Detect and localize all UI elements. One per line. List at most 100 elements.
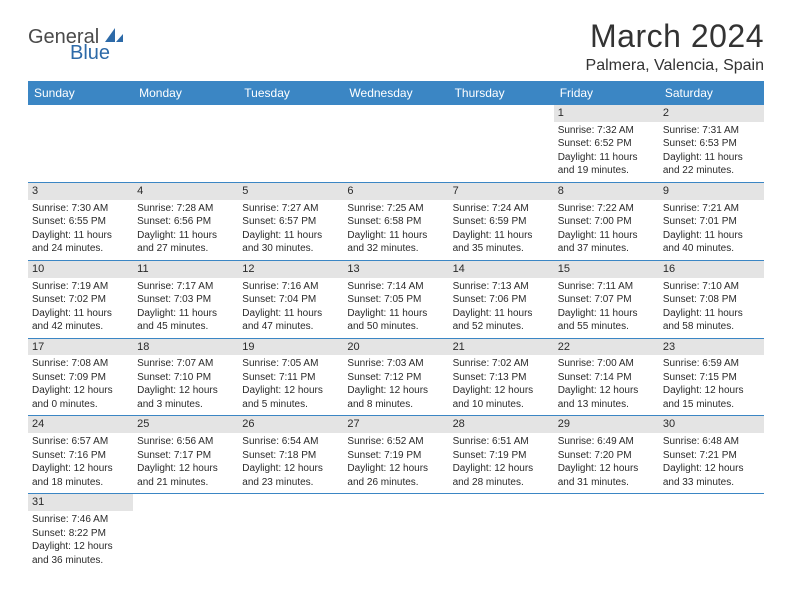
daylight-text: Daylight: 11 hours — [663, 307, 760, 321]
calendar-day-cell: 12Sunrise: 7:16 AMSunset: 7:04 PMDayligh… — [238, 260, 343, 338]
daylight-text: Daylight: 11 hours — [32, 307, 129, 321]
day-number: 22 — [554, 339, 659, 356]
daylight-text: and 22 minutes. — [663, 164, 760, 178]
calendar-empty-cell — [133, 494, 238, 571]
day-number: 26 — [238, 416, 343, 433]
daylight-text: and 33 minutes. — [663, 476, 760, 490]
day-number: 12 — [238, 261, 343, 278]
daylight-text: Daylight: 12 hours — [453, 462, 550, 476]
day-number: 1 — [554, 105, 659, 122]
calendar-day-cell: 30Sunrise: 6:48 AMSunset: 7:21 PMDayligh… — [659, 416, 764, 494]
sunset-text: Sunset: 8:22 PM — [32, 527, 129, 541]
sunrise-text: Sunrise: 7:02 AM — [453, 357, 550, 371]
sunrise-text: Sunrise: 7:11 AM — [558, 280, 655, 294]
sunrise-text: Sunrise: 6:52 AM — [347, 435, 444, 449]
sunrise-text: Sunrise: 6:48 AM — [663, 435, 760, 449]
day-number: 11 — [133, 261, 238, 278]
calendar-week-row: 31 Sunrise: 7:46 AMSunset: 8:22 PMDayligh… — [28, 494, 764, 571]
daylight-text: Daylight: 12 hours — [663, 384, 760, 398]
daylight-text: Daylight: 12 hours — [32, 540, 129, 554]
daylight-text: Daylight: 11 hours — [32, 229, 129, 243]
sunset-text: Sunset: 7:08 PM — [663, 293, 760, 307]
calendar-empty-cell — [659, 494, 764, 571]
calendar-day-cell: 19Sunrise: 7:05 AMSunset: 7:11 PMDayligh… — [238, 338, 343, 416]
daylight-text: Daylight: 12 hours — [137, 462, 234, 476]
daylight-text: and 21 minutes. — [137, 476, 234, 490]
daylight-text: and 0 minutes. — [32, 398, 129, 412]
day-number: 31 — [28, 494, 133, 511]
weekday-header: Sunday — [28, 81, 133, 105]
sunrise-text: Sunrise: 7:07 AM — [137, 357, 234, 371]
sunrise-text: Sunrise: 7:27 AM — [242, 202, 339, 216]
weekday-header-row: SundayMondayTuesdayWednesdayThursdayFrid… — [28, 81, 764, 105]
day-number: 23 — [659, 339, 764, 356]
daylight-text: Daylight: 12 hours — [347, 462, 444, 476]
sunrise-text: Sunrise: 7:14 AM — [347, 280, 444, 294]
sunrise-text: Sunrise: 7:31 AM — [663, 124, 760, 138]
calendar-week-row: 10Sunrise: 7:19 AMSunset: 7:02 PMDayligh… — [28, 260, 764, 338]
daylight-text: and 18 minutes. — [32, 476, 129, 490]
sunset-text: Sunset: 7:18 PM — [242, 449, 339, 463]
daylight-text: and 13 minutes. — [558, 398, 655, 412]
sunset-text: Sunset: 7:07 PM — [558, 293, 655, 307]
daylight-text: Daylight: 11 hours — [558, 151, 655, 165]
header: General Blue March 2024 Palmera, Valenci… — [28, 18, 764, 75]
calendar-day-cell: 26Sunrise: 6:54 AMSunset: 7:18 PMDayligh… — [238, 416, 343, 494]
sunset-text: Sunset: 7:20 PM — [558, 449, 655, 463]
daylight-text: and 36 minutes. — [32, 554, 129, 568]
sunrise-text: Sunrise: 6:54 AM — [242, 435, 339, 449]
sunrise-text: Sunrise: 7:03 AM — [347, 357, 444, 371]
day-number: 2 — [659, 105, 764, 122]
sunrise-text: Sunrise: 7:19 AM — [32, 280, 129, 294]
daylight-text: and 28 minutes. — [453, 476, 550, 490]
daylight-text: Daylight: 12 hours — [663, 462, 760, 476]
daylight-text: and 42 minutes. — [32, 320, 129, 334]
day-number: 30 — [659, 416, 764, 433]
calendar-empty-cell — [238, 105, 343, 182]
weekday-header: Wednesday — [343, 81, 448, 105]
sunset-text: Sunset: 7:13 PM — [453, 371, 550, 385]
daylight-text: and 24 minutes. — [32, 242, 129, 256]
weekday-header: Saturday — [659, 81, 764, 105]
daylight-text: Daylight: 12 hours — [558, 384, 655, 398]
sunrise-text: Sunrise: 7:21 AM — [663, 202, 760, 216]
calendar-empty-cell — [554, 494, 659, 571]
calendar-day-cell: 14Sunrise: 7:13 AMSunset: 7:06 PMDayligh… — [449, 260, 554, 338]
daylight-text: Daylight: 12 hours — [453, 384, 550, 398]
daylight-text: Daylight: 11 hours — [558, 307, 655, 321]
calendar-day-cell: 1Sunrise: 7:32 AMSunset: 6:52 PMDaylight… — [554, 105, 659, 182]
daylight-text: and 19 minutes. — [558, 164, 655, 178]
sunrise-text: Sunrise: 7:08 AM — [32, 357, 129, 371]
weekday-header: Thursday — [449, 81, 554, 105]
calendar-day-cell: 5Sunrise: 7:27 AMSunset: 6:57 PMDaylight… — [238, 182, 343, 260]
daylight-text: and 30 minutes. — [242, 242, 339, 256]
daylight-text: and 26 minutes. — [347, 476, 444, 490]
sunset-text: Sunset: 7:17 PM — [137, 449, 234, 463]
daylight-text: and 10 minutes. — [453, 398, 550, 412]
sunset-text: Sunset: 7:19 PM — [347, 449, 444, 463]
calendar-day-cell: 27Sunrise: 6:52 AMSunset: 7:19 PMDayligh… — [343, 416, 448, 494]
sunrise-text: Sunrise: 7:13 AM — [453, 280, 550, 294]
daylight-text: Daylight: 11 hours — [242, 307, 339, 321]
daylight-text: Daylight: 12 hours — [558, 462, 655, 476]
day-number: 10 — [28, 261, 133, 278]
sunset-text: Sunset: 7:00 PM — [558, 215, 655, 229]
day-number: 16 — [659, 261, 764, 278]
sunset-text: Sunset: 7:04 PM — [242, 293, 339, 307]
daylight-text: and 32 minutes. — [347, 242, 444, 256]
sunrise-text: Sunrise: 7:46 AM — [32, 513, 129, 527]
sunrise-text: Sunrise: 6:51 AM — [453, 435, 550, 449]
sunset-text: Sunset: 7:10 PM — [137, 371, 234, 385]
day-number: 4 — [133, 183, 238, 200]
daylight-text: and 23 minutes. — [242, 476, 339, 490]
daylight-text: Daylight: 12 hours — [32, 462, 129, 476]
daylight-text: Daylight: 11 hours — [137, 229, 234, 243]
daylight-text: and 47 minutes. — [242, 320, 339, 334]
calendar-day-cell: 3Sunrise: 7:30 AMSunset: 6:55 PMDaylight… — [28, 182, 133, 260]
sunrise-text: Sunrise: 6:56 AM — [137, 435, 234, 449]
calendar-day-cell: 31 Sunrise: 7:46 AMSunset: 8:22 PMDayligh… — [28, 494, 133, 571]
day-number: 13 — [343, 261, 448, 278]
calendar-empty-cell — [133, 105, 238, 182]
daylight-text: and 15 minutes. — [663, 398, 760, 412]
daylight-text: and 50 minutes. — [347, 320, 444, 334]
